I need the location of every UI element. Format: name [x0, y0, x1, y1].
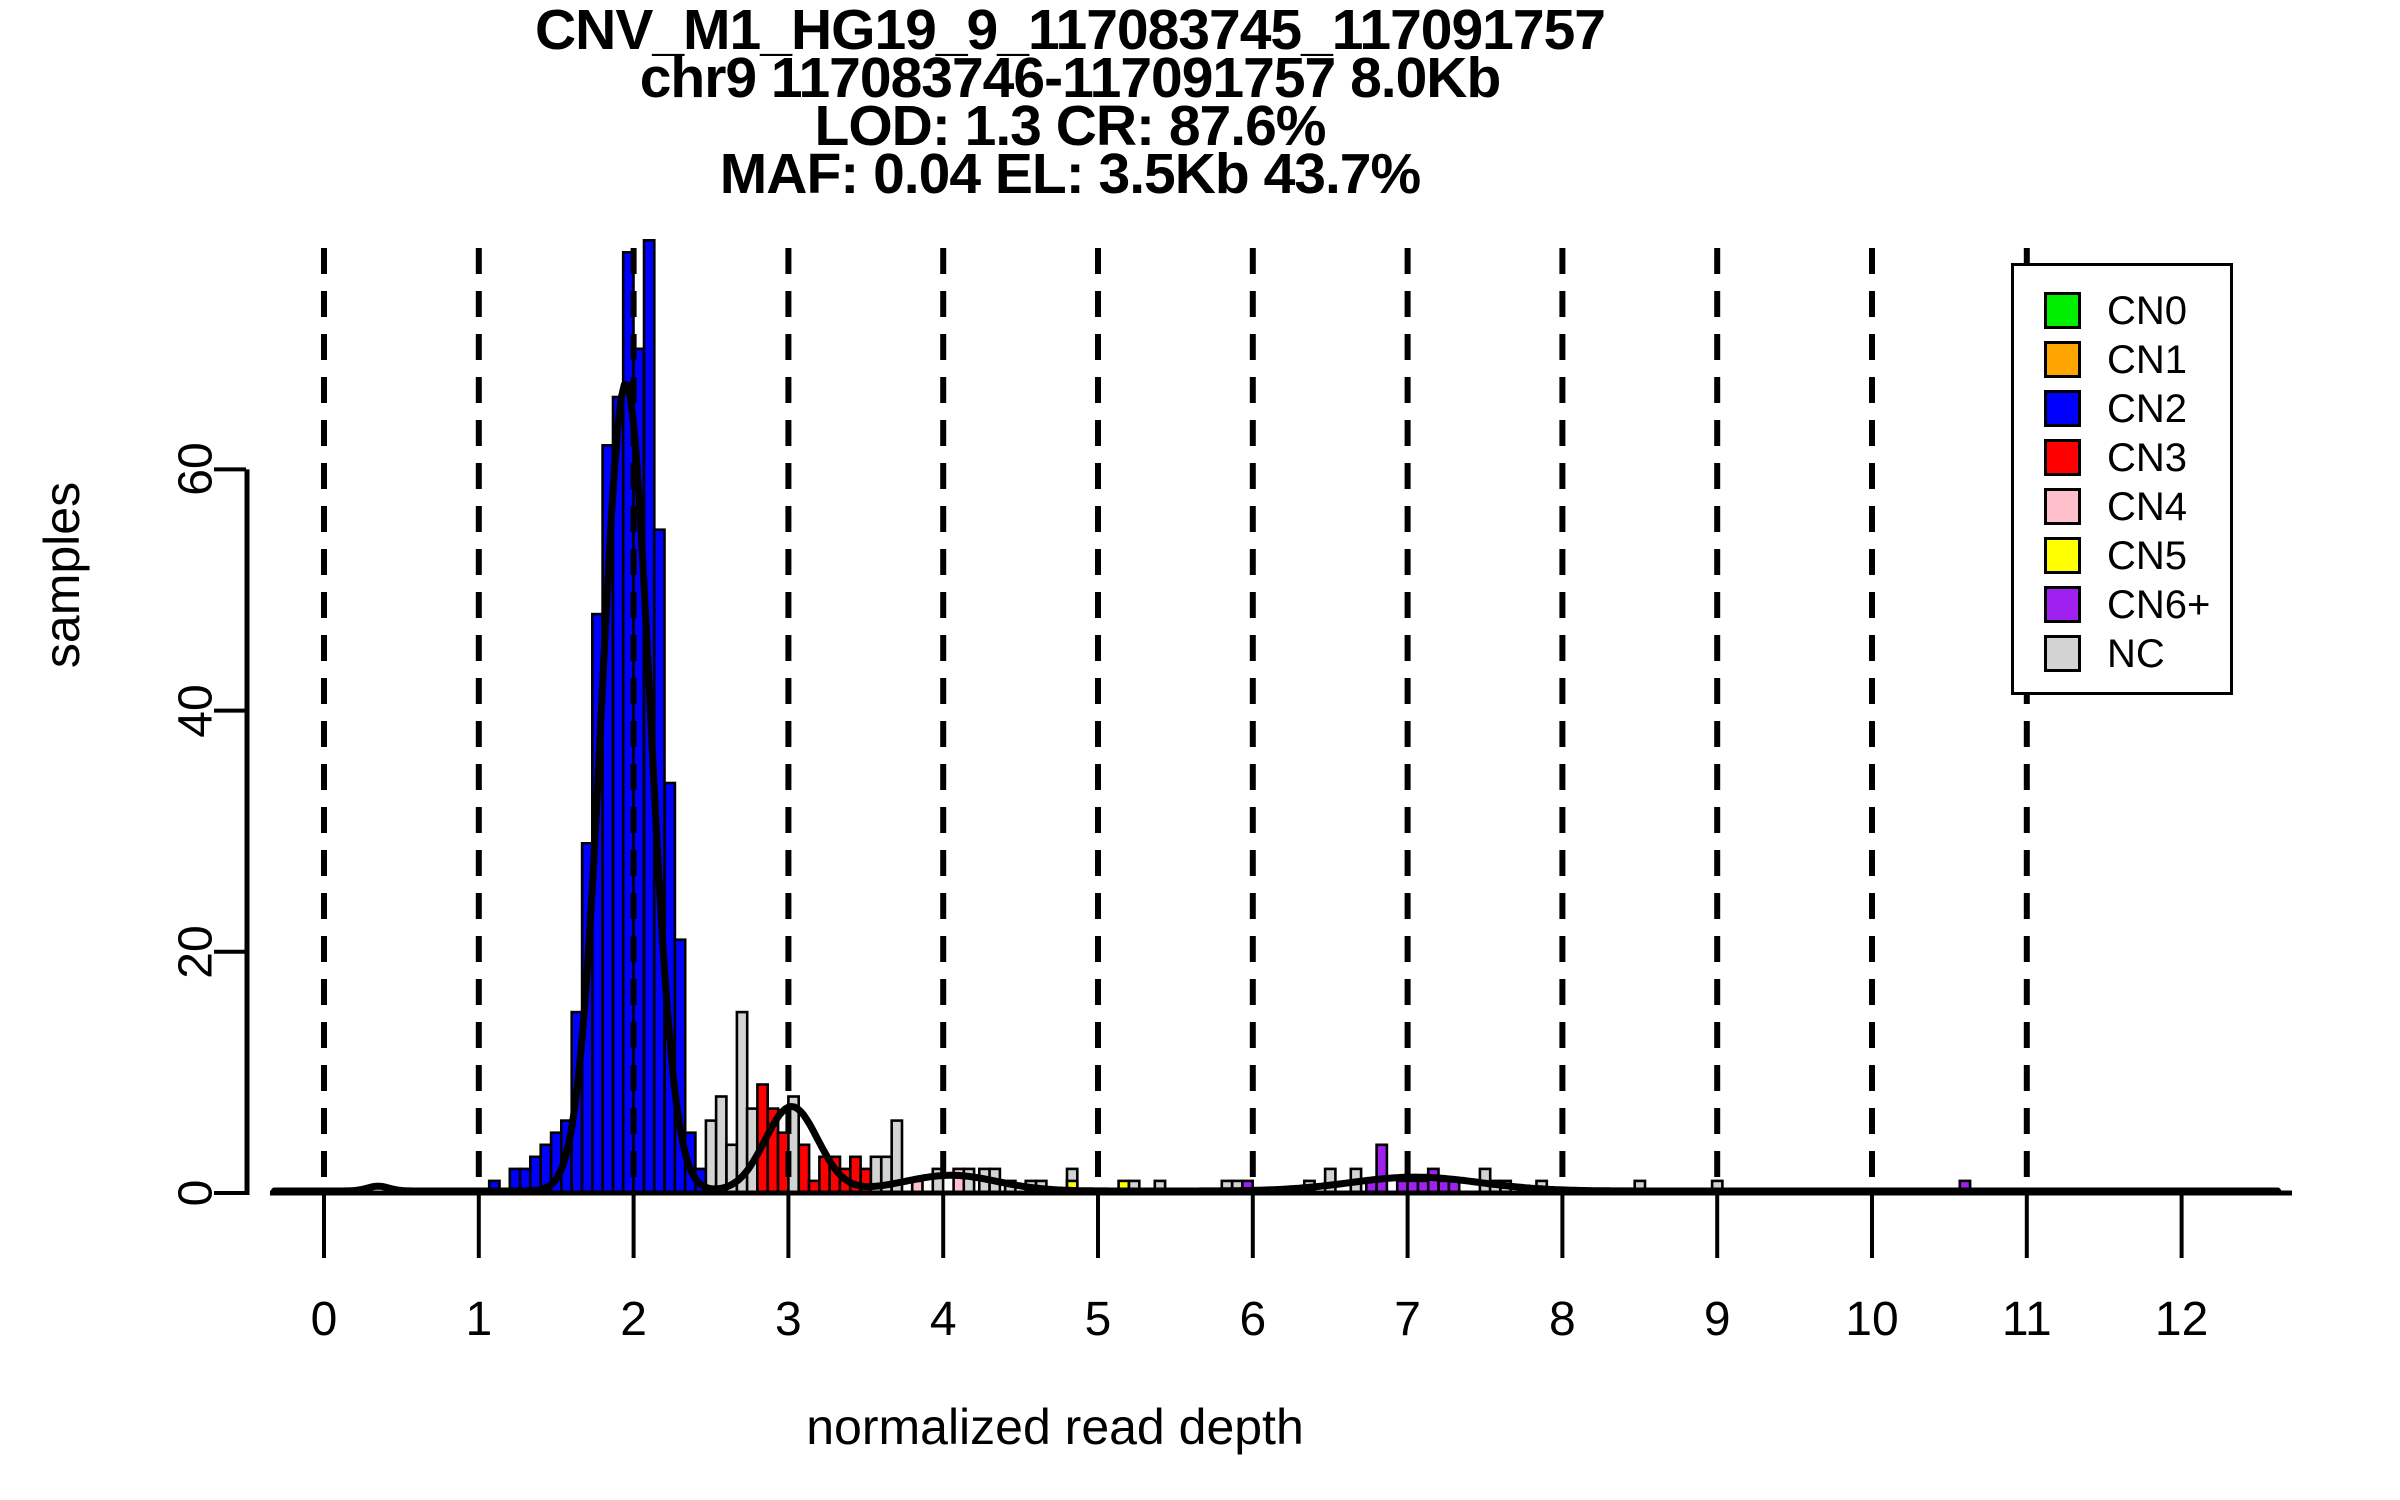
legend-label: CN3 [2107, 435, 2188, 480]
legend-label: CN5 [2107, 533, 2188, 578]
y-tick-label-0: 0 [169, 1179, 223, 1207]
legend-label: NC [2107, 631, 2165, 676]
legend-box: CN0 CN1 CN2 CN3 CN4 CN5 CN6+ NC [2011, 263, 2233, 695]
legend-swatch-icon [2044, 292, 2081, 329]
legend-row-nc: NC [2014, 629, 2230, 678]
x-tick-label-8: 8 [1549, 1293, 1576, 1346]
plot-title-block: CNV_M1_HG19_9_117083745_117091757 chr9 1… [0, 0, 2140, 206]
legend-row-cn1: CN1 [2014, 335, 2230, 384]
legend-label: CN6+ [2107, 582, 2211, 627]
legend-swatch-icon [2044, 537, 2081, 574]
legend-swatch-icon [2044, 439, 2081, 476]
plot-title-line1: CNV_M1_HG19_9_117083745_117091757 [535, 0, 1606, 62]
legend-row-cn4: CN4 [2014, 482, 2230, 531]
plot-title-line2: chr9 117083746-117091757 8.0Kb [639, 46, 1502, 110]
x-tick-label-1: 1 [465, 1293, 493, 1346]
x-axis-label: normalized read depth [806, 1399, 1304, 1455]
histogram-bar-nc [714, 1095, 728, 1195]
legend-label: CN2 [2107, 386, 2188, 431]
y-axis-label: samples [34, 481, 90, 669]
histogram-bar-nc [735, 1010, 749, 1195]
x-tick-label-7: 7 [1394, 1293, 1421, 1346]
x-tick-label-6: 6 [1239, 1293, 1267, 1346]
legend-label: CN0 [2107, 288, 2188, 333]
x-tick-label-5: 5 [1084, 1293, 1112, 1346]
x-tick-label-12: 12 [2154, 1293, 2209, 1346]
x-tick-label-2: 2 [620, 1293, 647, 1346]
legend-row-cn2: CN2 [2014, 384, 2230, 433]
histogram-bar-nc [704, 1119, 718, 1195]
y-tick-label-60: 60 [169, 442, 223, 497]
legend-items: CN0 CN1 CN2 CN3 CN4 CN5 CN6+ NC [2014, 286, 2230, 678]
legend-swatch-icon [2044, 488, 2081, 525]
legend-row-cn3: CN3 [2014, 433, 2230, 482]
x-tick-label-4: 4 [929, 1293, 957, 1346]
histogram-bar-nc [1323, 1167, 1337, 1195]
x-tick-label-9: 9 [1703, 1293, 1731, 1346]
legend-row-cn6: CN6+ [2014, 580, 2230, 629]
legend-swatch-icon [2044, 390, 2081, 427]
legend-row-cn0: CN0 [2014, 286, 2230, 335]
x-tick-label-0: 0 [310, 1293, 338, 1346]
y-tick-label-40: 40 [169, 683, 223, 738]
x-tick-label-11: 11 [2001, 1293, 2052, 1346]
legend-swatch-icon [2044, 635, 2081, 672]
histogram-bar-cn3 [797, 1143, 811, 1195]
x-tick-label-10: 10 [1845, 1293, 1899, 1346]
legend-swatch-icon [2044, 586, 2081, 623]
histogram-bar-nc [962, 1167, 976, 1195]
legend-swatch-icon [2044, 341, 2081, 378]
plot-title-line3: LOD: 1.3 CR: 87.6% [814, 94, 1327, 158]
x-tick-label-3: 3 [775, 1293, 802, 1346]
legend-label: CN4 [2107, 484, 2188, 529]
histogram-bar-cn6 [1375, 1143, 1389, 1195]
legend-row-cn5: CN5 [2014, 531, 2230, 580]
legend-label: CN1 [2107, 337, 2188, 382]
plot-title-line4: MAF: 0.04 EL: 3.5Kb 43.7% [719, 142, 1421, 206]
y-tick-label-20: 20 [169, 925, 223, 979]
